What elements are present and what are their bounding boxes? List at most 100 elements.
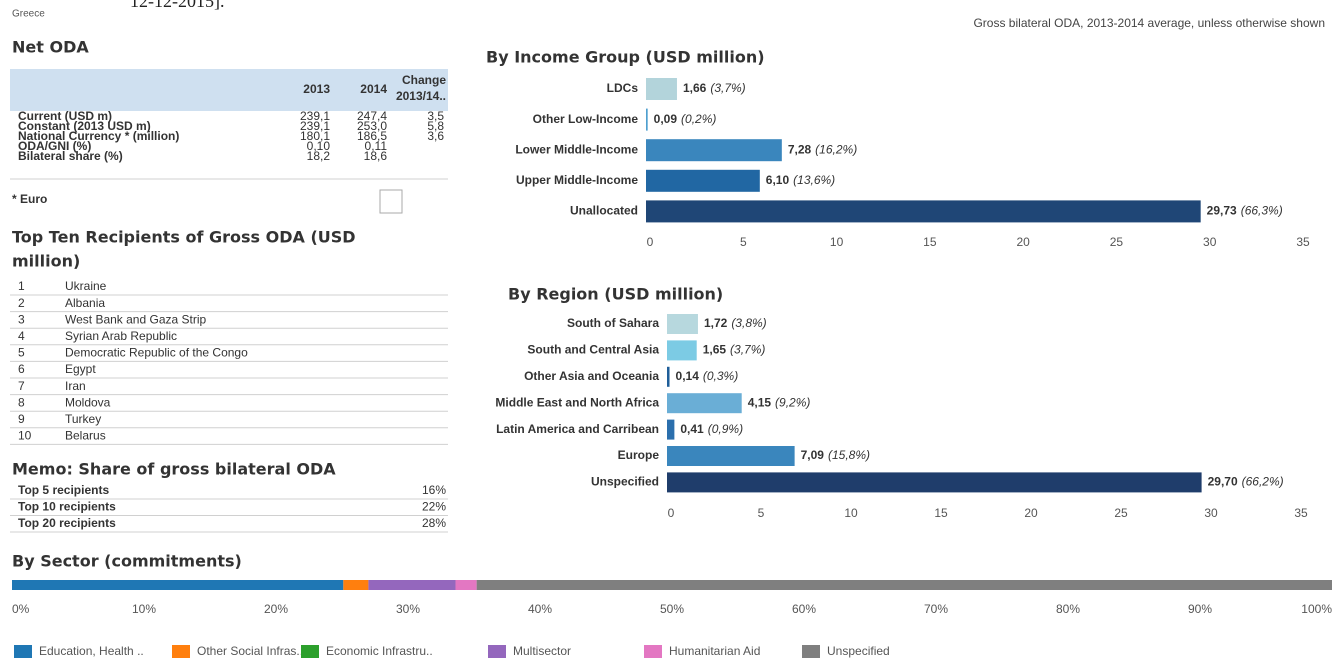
column-header: 2014 xyxy=(360,82,387,96)
x-tick-label: 70% xyxy=(924,602,948,616)
category-label: Other Low-Income xyxy=(533,112,639,126)
value-label: 1,66 xyxy=(683,81,707,95)
category-label: Latin America and Carribean xyxy=(496,422,659,436)
bar-segment xyxy=(12,580,344,590)
value-label: 0,14 xyxy=(676,369,700,383)
x-tick-label: 5 xyxy=(740,235,747,249)
category-label: Middle East and North Africa xyxy=(495,395,659,409)
legend-label: Other Social Infras.. xyxy=(197,644,303,658)
recipient: Iran xyxy=(65,379,86,393)
cell: 0,10 xyxy=(307,139,331,153)
share-label: (3,7%) xyxy=(730,343,765,357)
cell: 239,1 xyxy=(300,109,330,123)
column-header: Change xyxy=(402,73,446,87)
x-tick-label: 10 xyxy=(830,235,844,249)
chart-title: By Sector (commitments) xyxy=(12,552,242,571)
x-tick-label: 90% xyxy=(1188,602,1212,616)
value-label: 6,10 xyxy=(766,173,790,187)
cell: 239,1 xyxy=(300,119,330,133)
share-label: (0,9%) xyxy=(708,422,743,436)
x-tick-label: 35 xyxy=(1296,235,1310,249)
share-label: (13,6%) xyxy=(793,173,835,187)
x-tick-label: 25 xyxy=(1110,235,1124,249)
x-tick-label: 0% xyxy=(12,602,30,616)
share-label: (66,2%) xyxy=(1242,475,1284,489)
x-tick-label: 20 xyxy=(1016,235,1030,249)
footnote: * Euro xyxy=(12,192,47,206)
memo-label: Top 5 recipients xyxy=(18,483,109,497)
value-label: 0,41 xyxy=(680,422,704,436)
bar xyxy=(646,169,760,192)
top-ten-title: million) xyxy=(12,252,80,271)
rank: 4 xyxy=(18,329,25,343)
bar xyxy=(667,314,698,334)
category-label: Upper Middle-Income xyxy=(516,173,638,187)
recipient: Ukraine xyxy=(65,279,107,293)
rank: 9 xyxy=(18,412,25,426)
row-label: Bilateral share (%) xyxy=(18,149,123,163)
bar xyxy=(646,78,677,100)
rank: 7 xyxy=(18,379,25,393)
x-tick-label: 25 xyxy=(1114,506,1128,520)
country: Greece xyxy=(12,9,45,20)
bar xyxy=(667,393,742,414)
chart-title: By Income Group (USD million) xyxy=(486,48,765,67)
recipient: West Bank and Gaza Strip xyxy=(65,312,207,326)
rank: 1 xyxy=(18,279,25,293)
x-tick-label: 30% xyxy=(396,602,420,616)
x-tick-label: 30 xyxy=(1204,506,1218,520)
share-label: (3,8%) xyxy=(731,316,766,330)
bar-segment xyxy=(343,580,369,590)
bar xyxy=(667,419,675,440)
category-label: Unspecified xyxy=(591,475,659,489)
net-oda-title: Net ODA xyxy=(12,38,89,57)
x-tick-label: 40% xyxy=(528,602,552,616)
share-label: (16,2%) xyxy=(815,142,857,156)
column-header: 2013 xyxy=(303,82,330,96)
cell: 247,4 xyxy=(357,109,387,123)
subtitle: Gross bilateral ODA, 2013-2014 average, … xyxy=(973,16,1325,30)
x-tick-label: 60% xyxy=(792,602,816,616)
value-label: 1,72 xyxy=(704,316,728,330)
checkbox[interactable] xyxy=(379,189,403,214)
bar xyxy=(646,139,782,162)
x-tick-label: 80% xyxy=(1056,602,1080,616)
cell: 0,11 xyxy=(365,139,388,153)
rank: 2 xyxy=(18,296,25,310)
memo-value: 28% xyxy=(422,516,446,530)
row-label: ODA/GNI (%) xyxy=(18,139,91,153)
memo-title: Memo: Share of gross bilateral ODA xyxy=(12,460,336,479)
bar xyxy=(667,472,1202,493)
legend-swatch xyxy=(14,645,32,658)
share-label: (15,8%) xyxy=(828,448,870,462)
cell: 5,8 xyxy=(427,119,444,133)
legend-swatch xyxy=(172,645,190,658)
memo-label: Top 20 recipients xyxy=(18,516,116,530)
bar-segment xyxy=(476,580,1332,590)
value-label: 4,15 xyxy=(748,395,772,409)
table-header-band xyxy=(10,69,448,111)
category-label: Other Asia and Oceania xyxy=(524,369,659,383)
recipient: Moldova xyxy=(65,395,111,409)
bar xyxy=(667,366,670,387)
memo-label: Top 10 recipients xyxy=(18,500,116,514)
x-tick-label: 35 xyxy=(1294,506,1308,520)
value-label: 7,28 xyxy=(788,142,812,156)
recipient: Albania xyxy=(65,296,105,310)
x-tick-label: 30 xyxy=(1203,235,1217,249)
category-label: South and Central Asia xyxy=(527,343,659,357)
category-label: LDCs xyxy=(607,81,639,95)
cell: 18,6 xyxy=(364,149,388,163)
x-tick-label: 20 xyxy=(1024,506,1038,520)
rank: 8 xyxy=(18,395,25,409)
category-label: Lower Middle-Income xyxy=(515,142,638,156)
memo-value: 22% xyxy=(422,500,446,514)
legend-label: Education, Health .. xyxy=(39,644,144,658)
category-label: Europe xyxy=(618,448,660,462)
x-tick-label: 10 xyxy=(844,506,858,520)
rank: 10 xyxy=(18,429,32,443)
memo-value: 16% xyxy=(422,483,446,497)
category-label: Unallocated xyxy=(570,204,638,218)
rank: 3 xyxy=(18,312,25,326)
